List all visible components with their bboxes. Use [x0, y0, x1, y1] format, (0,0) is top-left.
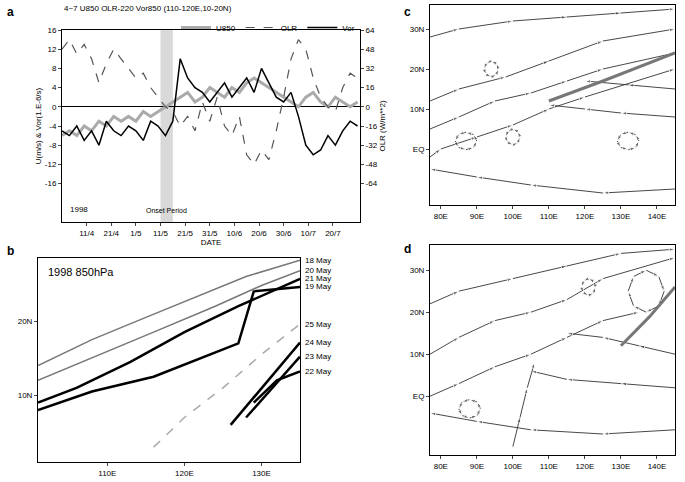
svg-text:140E: 140E: [648, 462, 667, 471]
svg-text:130E: 130E: [252, 469, 271, 478]
svg-text:10/6: 10/6: [227, 229, 243, 238]
svg-text:10N: 10N: [410, 350, 425, 359]
svg-text:120E: 120E: [576, 212, 595, 221]
svg-text:20N: 20N: [410, 308, 425, 317]
svg-text:10/7: 10/7: [300, 229, 316, 238]
svg-text:16: 16: [366, 83, 375, 92]
svg-text:90E: 90E: [470, 212, 484, 221]
svg-text:OLR: OLR: [281, 24, 298, 33]
svg-text:130E: 130E: [612, 212, 631, 221]
svg-text:21 May: 21 May: [305, 274, 331, 283]
svg-text:U850: U850: [216, 24, 236, 33]
svg-text:30N: 30N: [410, 25, 425, 34]
svg-text:10N: 10N: [410, 105, 425, 114]
svg-text:DATE: DATE: [201, 238, 222, 247]
svg-text:-4: -4: [49, 122, 57, 131]
svg-text:100E: 100E: [504, 462, 523, 471]
svg-text:140E: 140E: [648, 212, 667, 221]
svg-text:23 May: 23 May: [305, 352, 331, 361]
svg-text:-16: -16: [45, 179, 57, 188]
svg-text:25 May: 25 May: [305, 320, 331, 329]
svg-text:80E: 80E: [434, 212, 448, 221]
svg-text:90E: 90E: [470, 462, 484, 471]
svg-text:0: 0: [52, 103, 57, 112]
svg-text:130E: 130E: [612, 462, 631, 471]
svg-text:a: a: [7, 5, 14, 19]
svg-text:4~7 U850 OLR-220 Vor850 (110-1: 4~7 U850 OLR-220 Vor850 (110-120E,10-20N…: [64, 4, 232, 13]
svg-text:110E: 110E: [540, 462, 558, 471]
svg-text:20 May: 20 May: [305, 266, 331, 275]
svg-text:-64: -64: [366, 179, 378, 188]
svg-text:64: 64: [366, 26, 375, 35]
svg-text:110E: 110E: [98, 469, 116, 478]
svg-text:16: 16: [47, 26, 56, 35]
svg-text:21/4: 21/4: [103, 229, 119, 238]
svg-text:20N: 20N: [18, 317, 33, 326]
svg-text:48: 48: [366, 45, 375, 54]
svg-text:8: 8: [52, 64, 57, 73]
svg-text:30N: 30N: [410, 266, 425, 275]
svg-text:31/5: 31/5: [202, 229, 218, 238]
svg-text:24 May: 24 May: [305, 338, 331, 347]
svg-text:1/5: 1/5: [130, 229, 142, 238]
svg-text:11/4: 11/4: [79, 229, 95, 238]
svg-text:100E: 100E: [504, 212, 523, 221]
svg-text:22 May: 22 May: [305, 367, 331, 376]
svg-text:120E: 120E: [576, 462, 595, 471]
svg-text:120E: 120E: [175, 469, 194, 478]
svg-text:18 May: 18 May: [305, 256, 331, 265]
svg-text:EQ: EQ: [413, 145, 425, 154]
svg-text:20N: 20N: [410, 65, 425, 74]
svg-text:b: b: [7, 244, 14, 258]
svg-text:EQ: EQ: [413, 392, 425, 401]
svg-text:19 May: 19 May: [305, 282, 331, 291]
svg-text:10N: 10N: [18, 391, 33, 400]
svg-text:Vor: Vor: [342, 24, 354, 33]
svg-text:Onset Period: Onset Period: [146, 207, 187, 214]
svg-text:c: c: [404, 5, 411, 19]
svg-text:-16: -16: [366, 122, 378, 131]
svg-text:80E: 80E: [434, 462, 448, 471]
svg-text:20/7: 20/7: [325, 229, 341, 238]
svg-text:110E: 110E: [540, 212, 558, 221]
svg-text:1998: 1998: [70, 205, 88, 214]
svg-text:21/5: 21/5: [177, 229, 193, 238]
svg-text:4: 4: [52, 83, 57, 92]
svg-text:-8: -8: [49, 141, 57, 150]
svg-text:-48: -48: [366, 160, 378, 169]
svg-text:U(m/s) & Vor(1.E-6/s): U(m/s) & Vor(1.E-6/s): [34, 87, 43, 164]
svg-text:11/5: 11/5: [153, 229, 169, 238]
svg-text:1998 850hPa: 1998 850hPa: [48, 266, 114, 278]
svg-text:20/6: 20/6: [251, 229, 267, 238]
svg-text:32: 32: [366, 64, 375, 73]
svg-text:d: d: [404, 242, 411, 256]
svg-text:-12: -12: [45, 160, 57, 169]
svg-text:-32: -32: [366, 141, 378, 150]
svg-text:OLR (W/m**2): OLR (W/m**2): [378, 100, 387, 151]
svg-text:12: 12: [47, 45, 56, 54]
svg-text:30/6: 30/6: [276, 229, 292, 238]
svg-text:0: 0: [366, 103, 371, 112]
